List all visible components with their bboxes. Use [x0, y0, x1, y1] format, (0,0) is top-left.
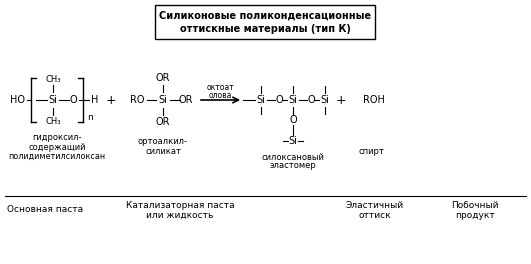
Text: Si: Si: [256, 95, 266, 105]
Text: Si: Si: [159, 95, 167, 105]
Text: +: +: [336, 93, 346, 106]
Text: Si: Si: [288, 95, 297, 105]
Text: Катализаторная паста: Катализаторная паста: [126, 200, 234, 210]
Text: ортоалкил-: ортоалкил-: [138, 138, 188, 147]
Text: Si: Si: [321, 95, 329, 105]
Text: эластомер: эластомер: [270, 162, 316, 171]
Text: спирт: спирт: [358, 148, 384, 157]
Text: CH₃: CH₃: [45, 116, 61, 125]
Text: +: +: [106, 93, 116, 106]
Text: Основная паста: Основная паста: [7, 205, 83, 214]
Bar: [155, 5, 375, 39]
Text: ROH: ROH: [363, 95, 385, 105]
Text: октоат: октоат: [207, 83, 234, 92]
Text: силикат: силикат: [145, 147, 181, 155]
Text: олова: олова: [209, 92, 232, 101]
Text: O: O: [275, 95, 283, 105]
Text: O: O: [307, 95, 315, 105]
Text: гидроксил-: гидроксил-: [32, 134, 82, 143]
Text: HO: HO: [10, 95, 25, 105]
Text: содержащий: содержащий: [28, 143, 85, 152]
Text: Эластичный: Эластичный: [346, 200, 404, 210]
Text: OR: OR: [179, 95, 193, 105]
Text: Si: Si: [288, 136, 297, 146]
Text: RO: RO: [130, 95, 144, 105]
Text: или жидкость: или жидкость: [147, 210, 213, 219]
Text: продукт: продукт: [455, 210, 495, 219]
Text: силоксановый: силоксановый: [262, 153, 324, 162]
Text: H: H: [91, 95, 99, 105]
Text: OR: OR: [156, 73, 170, 83]
Text: CH₃: CH₃: [45, 76, 61, 84]
Text: O: O: [69, 95, 77, 105]
Text: Si: Si: [48, 95, 57, 105]
Text: Силиконовые поликонденсационные: Силиконовые поликонденсационные: [159, 10, 371, 20]
Text: оттиск: оттиск: [358, 210, 391, 219]
Text: полидиметилсилоксан: полидиметилсилоксан: [8, 152, 106, 161]
Text: оттискные материалы (тип К): оттискные материалы (тип К): [179, 24, 350, 34]
Text: n: n: [87, 112, 93, 121]
Text: O: O: [289, 115, 297, 125]
Text: Побочный: Побочный: [451, 200, 499, 210]
Text: OR: OR: [156, 117, 170, 127]
